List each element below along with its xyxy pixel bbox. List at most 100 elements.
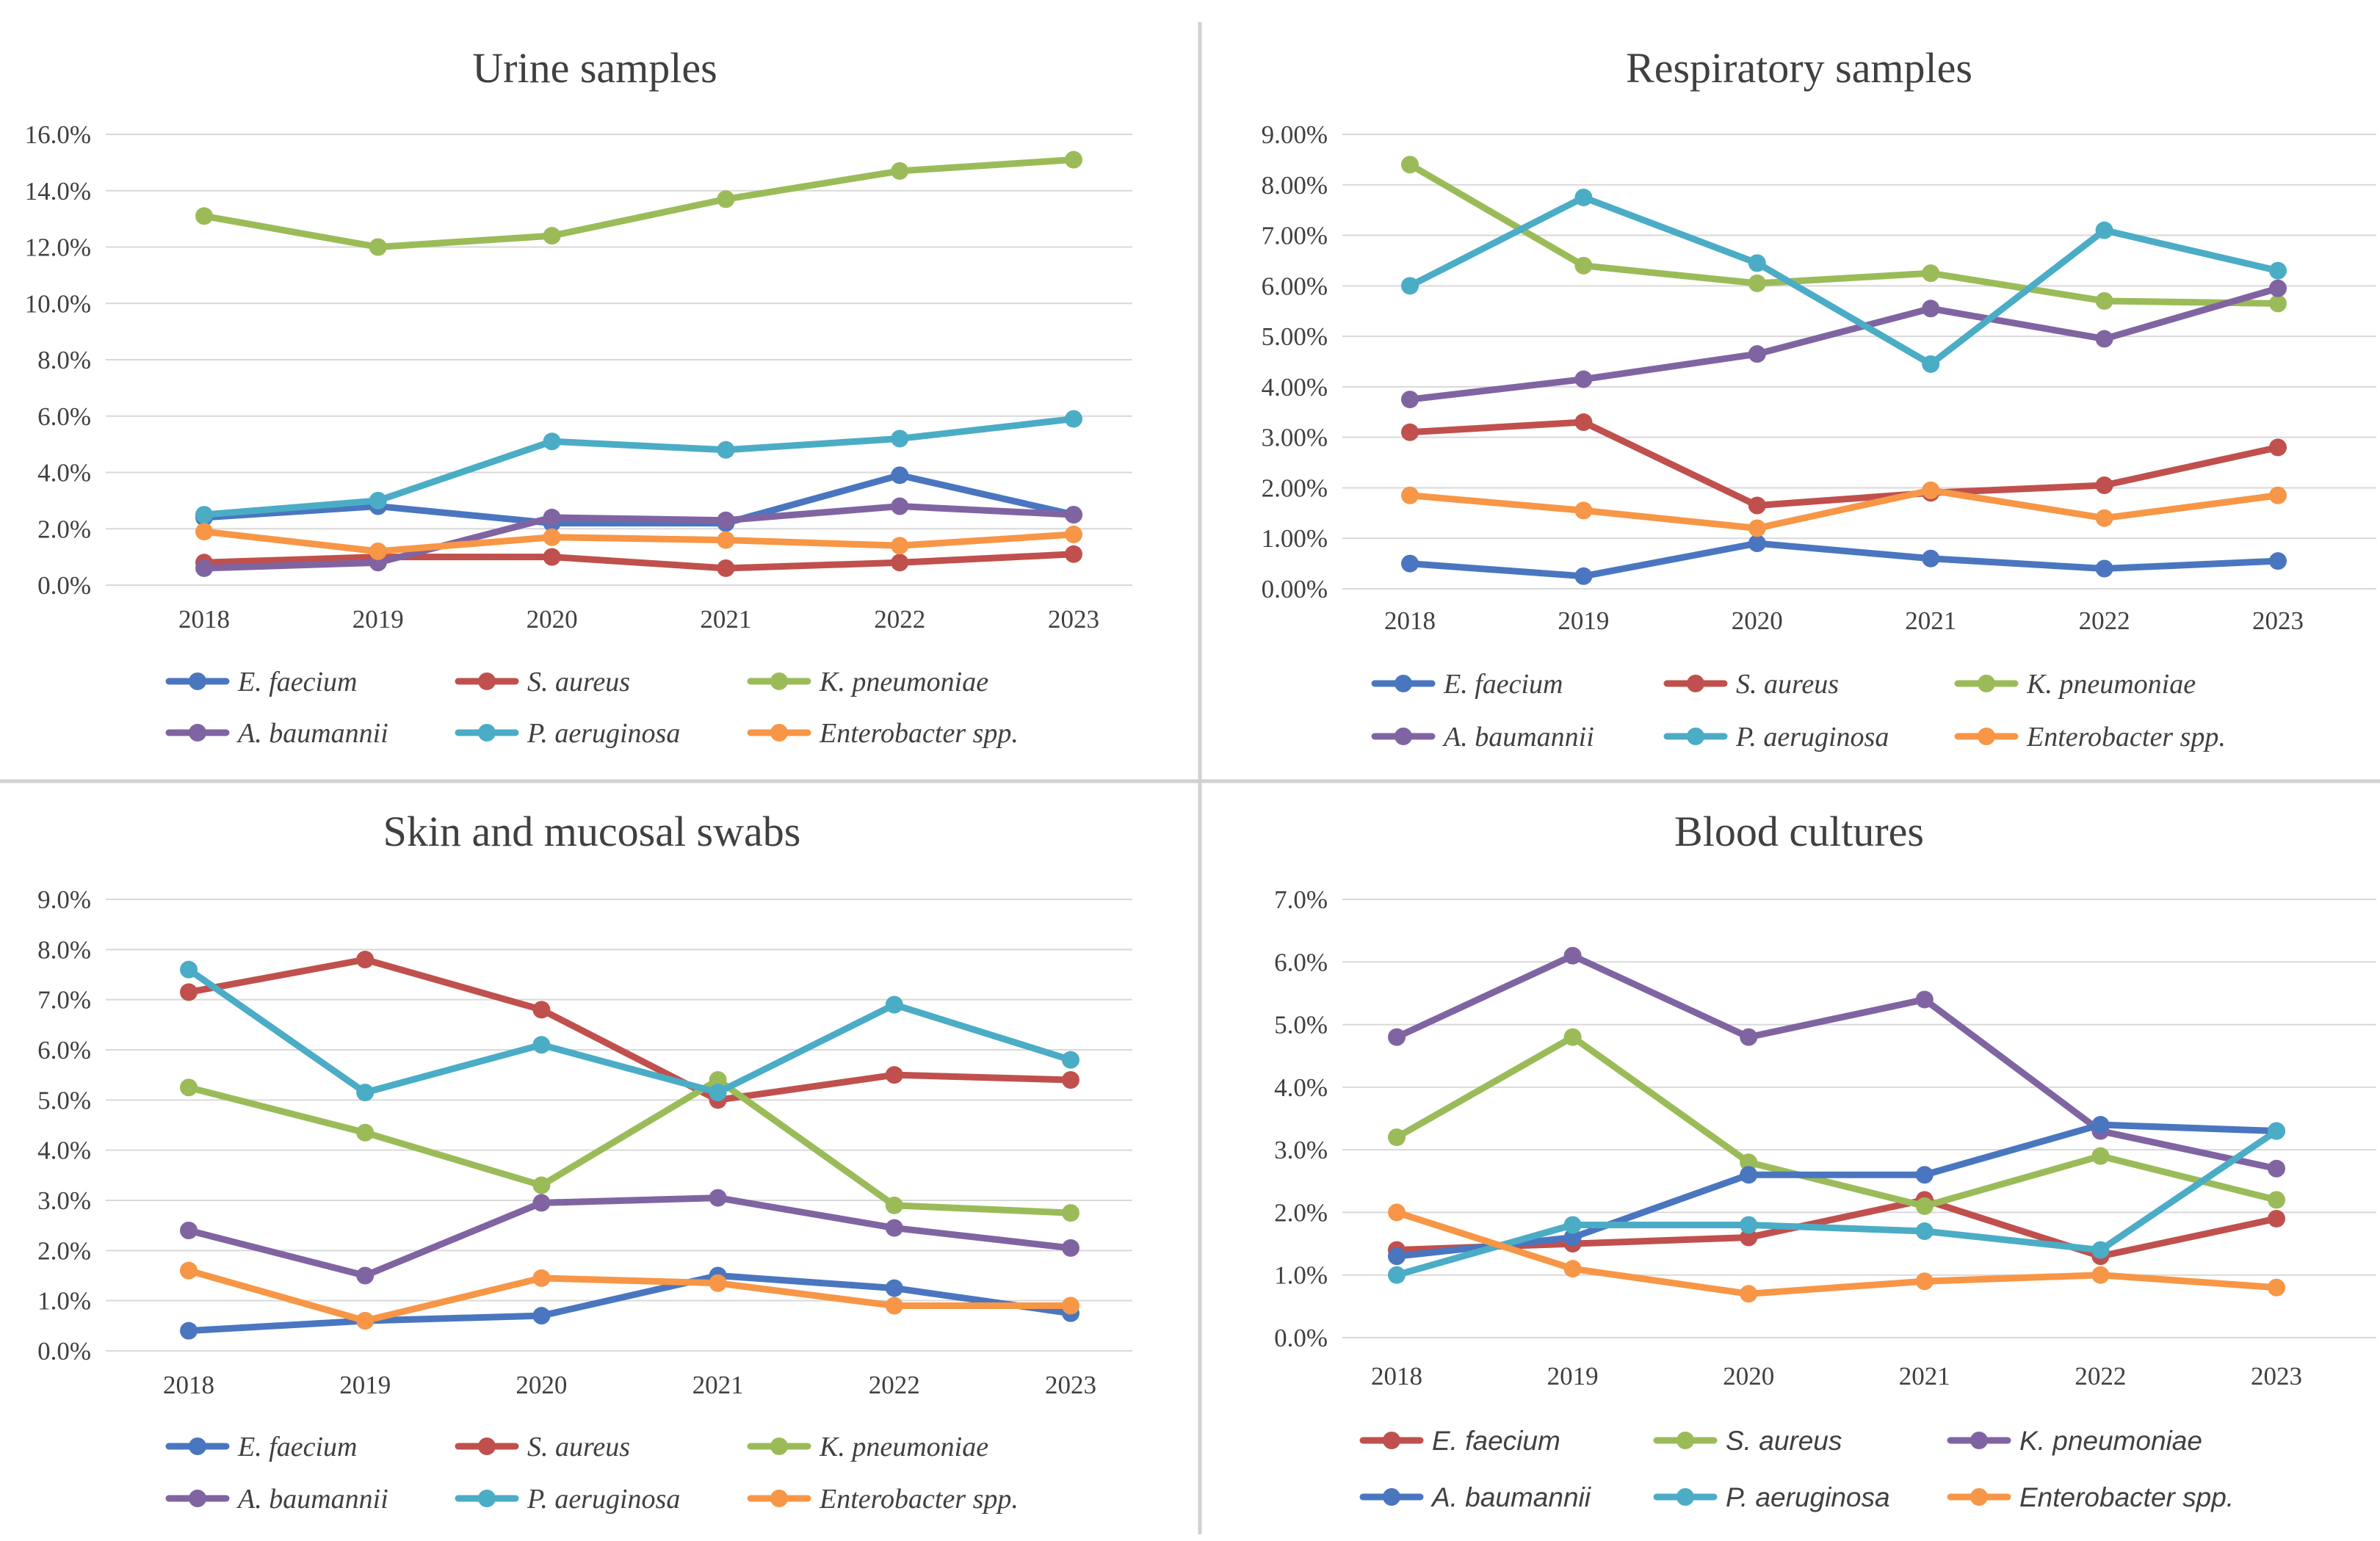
legend-item: P. aeruginosa (1653, 1482, 1890, 1512)
legend-swatch-marker (1395, 728, 1412, 745)
legend-label: Enterobacter spp. (819, 1484, 1019, 1515)
data-point (1401, 554, 1419, 573)
y-tick-label: 1.0% (1274, 1261, 1328, 1290)
data-point (1388, 1247, 1406, 1266)
y-tick-label: 16.0% (25, 120, 91, 149)
series-line (1406, 418, 2282, 510)
legend-swatch-marker (1677, 1432, 1694, 1449)
x-tick-label: 2018 (1371, 1362, 1422, 1390)
data-point (2091, 1241, 2110, 1259)
series-p-aeruginosa (1388, 1122, 2285, 1284)
data-point (709, 1071, 727, 1089)
legend-label: Enterobacter spp. (2026, 722, 2226, 753)
data-point (1748, 254, 1766, 272)
data-point (1740, 1153, 1758, 1172)
legend-label: P. aeruginosa (1735, 722, 1889, 753)
legend-swatch-marker (1687, 728, 1704, 745)
series-line (185, 1267, 1074, 1324)
data-point (180, 960, 198, 979)
x-tick-label: 2023 (1045, 1371, 1096, 1399)
data-point (717, 511, 735, 529)
data-point (1915, 1197, 1934, 1215)
x-tick-label: 2023 (2252, 606, 2304, 635)
x-tick-label: 2019 (352, 605, 404, 634)
legend-swatch-marker (189, 1437, 206, 1455)
series-e-faecium (1401, 534, 2287, 585)
data-point (1574, 413, 1593, 432)
data-point (1922, 549, 1940, 568)
x-tick-label: 2022 (874, 605, 925, 634)
legend-label: E. faecium (237, 1432, 358, 1462)
data-point (1065, 506, 1082, 524)
legend-item: P. aeruginosa (1663, 722, 1889, 753)
y-tick-label: 12.0% (25, 233, 91, 262)
data-point (1740, 1228, 1758, 1247)
data-point (1065, 545, 1082, 563)
data-point (709, 1274, 727, 1292)
chart-title: Urine samples (472, 44, 717, 92)
data-point (1748, 519, 1766, 537)
legend-label: K. pneumoniae (819, 667, 988, 697)
series-line (1393, 1034, 2280, 1210)
y-tick-label: 9.0% (37, 885, 91, 914)
y-tick-label: 7.00% (1262, 222, 1328, 250)
legend-label: P. aeruginosa (527, 718, 680, 749)
legend: E. faecium S. aureus K. pneumoniae A. bauma… (1359, 1426, 2234, 1512)
data-point (1574, 567, 1593, 585)
data-point (2268, 1278, 2285, 1297)
data-point (2269, 438, 2287, 457)
data-point (2095, 330, 2113, 348)
series-line (1393, 952, 2280, 1172)
data-point (532, 1269, 551, 1287)
legend-swatch-marker (1978, 675, 1995, 692)
data-point (356, 1084, 375, 1102)
data-point (356, 1266, 375, 1285)
legend-item: E. faecium (165, 667, 358, 697)
data-point (1922, 300, 1940, 318)
series-line (1393, 1121, 2280, 1260)
legend-item: Enterobacter spp. (1947, 1482, 2234, 1512)
legend-swatch-marker (478, 724, 496, 742)
legend-label: K. pneumoniae (819, 1432, 988, 1462)
y-tick-label: 10.0% (25, 289, 91, 318)
data-point (1065, 410, 1082, 428)
y-tick-label: 7.0% (1274, 885, 1328, 914)
series-enterobacter-spp (180, 1261, 1079, 1330)
legend-swatch-marker (1383, 1488, 1400, 1506)
data-point (532, 1194, 551, 1212)
data-point (1915, 990, 1934, 1009)
legend-item: A. baumannii (165, 1484, 388, 1515)
data-point (195, 207, 213, 225)
legend-item: P. aeruginosa (455, 1484, 680, 1515)
y-tick-label: 4.0% (37, 1136, 91, 1165)
data-point (1062, 1051, 1079, 1069)
legend-item: Enterobacter spp. (747, 718, 1019, 749)
series-s-aureus (180, 951, 1079, 1109)
data-point (369, 542, 387, 560)
legend-label: P. aeruginosa (527, 1484, 680, 1515)
data-point (709, 1084, 727, 1102)
series-line (185, 1272, 1074, 1335)
data-point (717, 190, 735, 209)
data-point (1401, 423, 1419, 441)
legend-label: S. aureus (527, 1432, 630, 1462)
chart-title: Skin and mucosal swabs (383, 808, 801, 855)
legend-swatch-marker (478, 1490, 496, 1507)
data-point (1563, 1228, 1582, 1247)
data-point (2095, 221, 2113, 239)
x-tick-label: 2020 (516, 1371, 567, 1399)
data-point (1388, 1203, 1406, 1222)
legend-swatch-marker (478, 672, 496, 690)
data-point (1915, 1222, 1934, 1241)
legend: E. faecium S. aureus K. pneumoniae A. bauma… (165, 667, 1019, 749)
legend-swatch-marker (1687, 675, 1704, 692)
data-point (180, 1261, 198, 1280)
legend-swatch-marker (189, 1490, 206, 1507)
series-p-aeruginosa (1401, 188, 2287, 373)
series-line (200, 551, 1077, 572)
legend-item: E. faecium (165, 1432, 358, 1462)
y-tick-label: 6.0% (1274, 948, 1328, 976)
data-point (2095, 476, 2113, 495)
series-line (185, 1076, 1074, 1217)
y-tick-label: 8.0% (37, 346, 91, 374)
